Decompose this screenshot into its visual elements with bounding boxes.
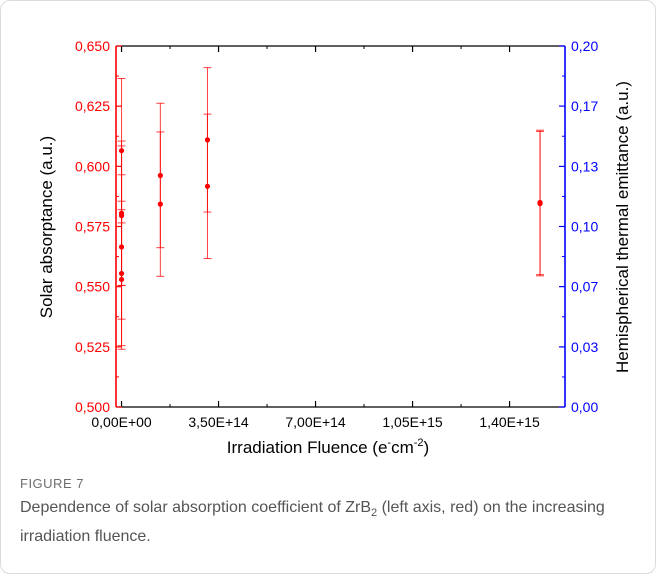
caption-text-end: (left axis, red) on the increasing irrad… [20,499,605,546]
scatter-chart: 0,00E+00 3,50E+14 7,00E+14 1,05E+15 1,40E+15… [37,38,632,457]
data-point [537,201,543,207]
figure-caption: Dependence of solar absorption coefficie… [20,496,640,549]
y-left-tick-label: 0,550 [75,279,110,295]
plot-frame [115,45,566,408]
data-point [118,244,125,250]
y-right-tick-label: 0,10 [571,219,598,235]
y-right-tick-label: 0,00 [571,399,598,415]
axis-ticks [116,45,565,408]
y-left-tick-label: 0,500 [75,399,110,415]
y-right-tick-label: 0,03 [571,339,598,355]
y-left-tick-label: 0,625 [75,98,110,114]
tick-labels: 0,00E+00 3,50E+14 7,00E+14 1,05E+15 1,40E+15… [75,38,599,430]
data-point [118,213,125,219]
y-axis-right-title: Hemispherical thermal emittance (a.u.) [613,81,632,373]
x-tick-label: 0,00E+00 [91,414,152,430]
data-point [204,137,211,143]
y-left-tick-label: 0,650 [75,38,110,54]
y-right-tick-label: 0,20 [571,38,598,54]
y-axis-left-title: Solar absorptance (a.u.) [37,136,56,318]
y-right-tick-label: 0,17 [571,98,598,114]
y-right-tick-label: 0,07 [571,279,598,295]
y-right-tick-label: 0,13 [571,158,598,174]
x-tick-label: 3,50E+14 [188,414,249,430]
data-point [157,201,163,207]
x-tick-label: 1,05E+15 [382,414,443,430]
data-point [118,270,125,277]
error-bars [117,67,545,350]
x-axis-title: Irradiation Fluence (e-cm-2) [227,437,429,457]
caption-text-start: Dependence of solar absorption coefficie… [20,499,372,516]
caption-subscript: 2 [371,507,378,520]
y-left-tick-label: 0,525 [75,339,110,355]
data-point [118,148,125,154]
y-left-tick-label: 0,600 [75,158,110,174]
x-tick-label: 7,00E+14 [285,414,346,430]
data-point [157,172,163,179]
data-point [204,183,211,189]
figure-label: FIGURE 7 [20,476,84,491]
data-point [118,276,125,283]
data-points [118,137,543,283]
y-left-tick-label: 0,575 [75,219,110,235]
x-tick-label: 1,40E+15 [479,414,540,430]
